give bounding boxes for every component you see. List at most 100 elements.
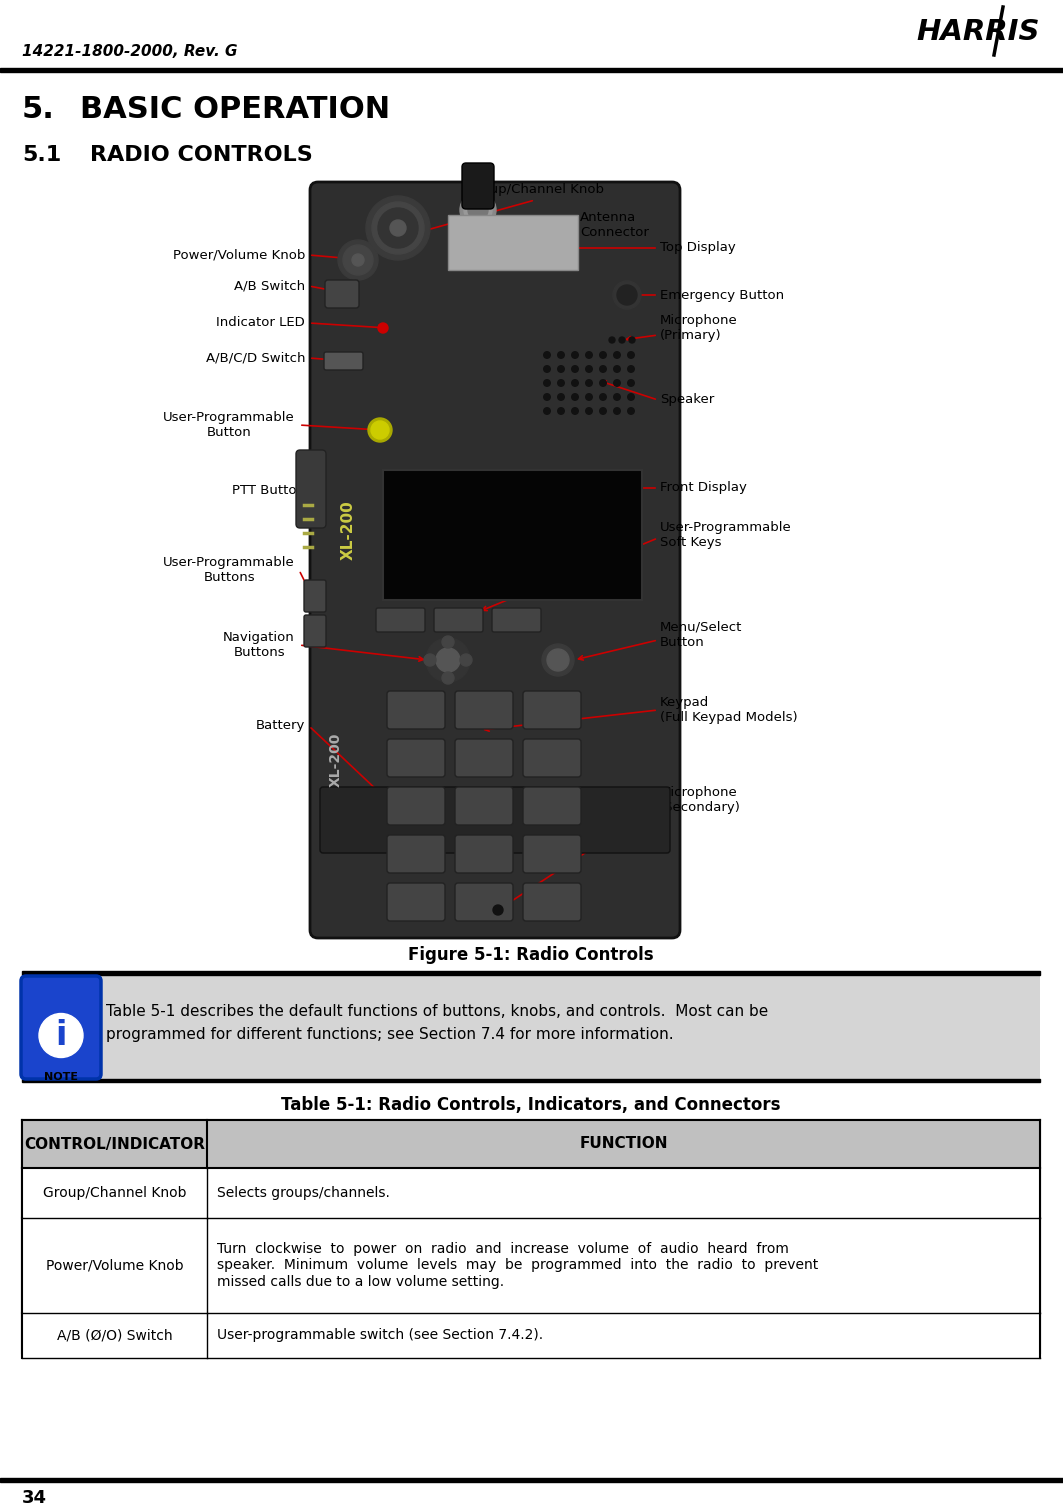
Circle shape [366, 196, 431, 260]
FancyBboxPatch shape [523, 691, 581, 728]
Text: XL-200: XL-200 [340, 500, 355, 561]
Circle shape [613, 379, 621, 387]
Text: Group/Channel Knob: Group/Channel Knob [466, 183, 604, 196]
Text: Table 5-1 describes the default functions of buttons, knobs, and controls.  Most: Table 5-1 describes the default function… [106, 1003, 769, 1018]
Circle shape [613, 281, 641, 310]
Circle shape [557, 351, 566, 360]
FancyBboxPatch shape [523, 836, 581, 873]
Circle shape [617, 286, 637, 305]
Text: BASIC OPERATION: BASIC OPERATION [80, 95, 390, 124]
Circle shape [543, 351, 551, 360]
FancyBboxPatch shape [296, 450, 326, 527]
Circle shape [627, 406, 635, 416]
Text: FUNCTION: FUNCTION [579, 1136, 668, 1151]
Circle shape [543, 379, 551, 387]
Text: 34: 34 [22, 1488, 47, 1506]
Text: User-Programmable
Button: User-Programmable Button [164, 411, 296, 440]
Text: Antenna
Connector: Antenna Connector [580, 212, 648, 239]
Circle shape [627, 351, 635, 360]
Circle shape [542, 644, 574, 675]
Text: Navigation
Buttons: Navigation Buttons [223, 632, 296, 659]
FancyBboxPatch shape [320, 787, 670, 854]
Circle shape [585, 366, 593, 373]
FancyBboxPatch shape [325, 280, 359, 308]
Text: Turn  clockwise  to  power  on  radio  and  increase  volume  of  audio  heard  : Turn clockwise to power on radio and inc… [217, 1242, 819, 1289]
Bar [22, 1218, 1040, 1313]
Circle shape [372, 202, 424, 254]
Circle shape [468, 199, 488, 221]
FancyBboxPatch shape [455, 882, 513, 922]
Circle shape [629, 337, 635, 343]
Circle shape [585, 393, 593, 400]
Circle shape [571, 366, 579, 373]
Circle shape [424, 654, 436, 666]
Circle shape [343, 245, 373, 275]
Bar [383, 470, 642, 600]
Circle shape [598, 366, 607, 373]
Text: Emergency Button: Emergency Button [660, 289, 784, 302]
Circle shape [338, 240, 378, 280]
FancyBboxPatch shape [387, 739, 445, 777]
FancyBboxPatch shape [523, 787, 581, 825]
FancyBboxPatch shape [387, 787, 445, 825]
Text: NOTE: NOTE [44, 1071, 78, 1082]
Circle shape [585, 379, 593, 387]
FancyBboxPatch shape [387, 836, 445, 873]
Text: CONTROL/INDICATOR: CONTROL/INDICATOR [24, 1136, 205, 1151]
Text: User-programmable switch (see Section 7.4.2).: User-programmable switch (see Section 7.… [217, 1328, 543, 1342]
Bar [22, 1313, 1040, 1358]
Text: User-Programmable
Buttons: User-Programmable Buttons [164, 556, 296, 583]
Circle shape [557, 379, 566, 387]
Text: Indicator LED: Indicator LED [216, 316, 305, 329]
Circle shape [465, 174, 492, 202]
Circle shape [493, 905, 503, 916]
FancyBboxPatch shape [304, 615, 326, 647]
FancyBboxPatch shape [523, 882, 581, 922]
Text: A/B Switch: A/B Switch [234, 280, 305, 293]
Bar [22, 1120, 1040, 1168]
Circle shape [442, 636, 454, 648]
FancyBboxPatch shape [462, 163, 494, 209]
Circle shape [547, 650, 569, 671]
Circle shape [598, 393, 607, 400]
FancyBboxPatch shape [523, 739, 581, 777]
Circle shape [352, 254, 364, 266]
Text: 14221-1800-2000, Rev. G: 14221-1800-2000, Rev. G [22, 44, 237, 59]
Bar [448, 215, 578, 270]
Bar [22, 1168, 1040, 1218]
Text: Selects groups/channels.: Selects groups/channels. [217, 1186, 390, 1200]
Circle shape [613, 393, 621, 400]
Bar [22, 975, 1040, 1080]
Circle shape [613, 366, 621, 373]
Circle shape [543, 406, 551, 416]
Circle shape [571, 393, 579, 400]
FancyBboxPatch shape [324, 352, 362, 370]
Bar [0, 68, 1063, 73]
Text: Table 5-1: Radio Controls, Indicators, and Connectors: Table 5-1: Radio Controls, Indicators, a… [282, 1095, 780, 1114]
Text: Microphone
(Secondary): Microphone (Secondary) [660, 786, 741, 814]
Circle shape [627, 379, 635, 387]
Circle shape [460, 654, 472, 666]
Circle shape [585, 351, 593, 360]
Text: A/B/C/D Switch: A/B/C/D Switch [205, 352, 305, 364]
Circle shape [543, 366, 551, 373]
Circle shape [598, 351, 607, 360]
Circle shape [390, 221, 406, 236]
FancyBboxPatch shape [434, 607, 483, 632]
Text: Group/Channel Knob: Group/Channel Knob [43, 1186, 186, 1200]
FancyBboxPatch shape [310, 181, 680, 938]
Circle shape [598, 406, 607, 416]
Text: Front Display: Front Display [660, 482, 747, 494]
FancyBboxPatch shape [492, 607, 541, 632]
FancyBboxPatch shape [455, 836, 513, 873]
Circle shape [465, 196, 492, 224]
Circle shape [543, 393, 551, 400]
Circle shape [368, 419, 392, 443]
Circle shape [619, 337, 625, 343]
Text: Battery: Battery [255, 719, 305, 733]
FancyBboxPatch shape [21, 976, 101, 1079]
FancyBboxPatch shape [387, 691, 445, 728]
Circle shape [436, 648, 460, 672]
Bar [0, 1478, 1063, 1482]
FancyBboxPatch shape [455, 691, 513, 728]
